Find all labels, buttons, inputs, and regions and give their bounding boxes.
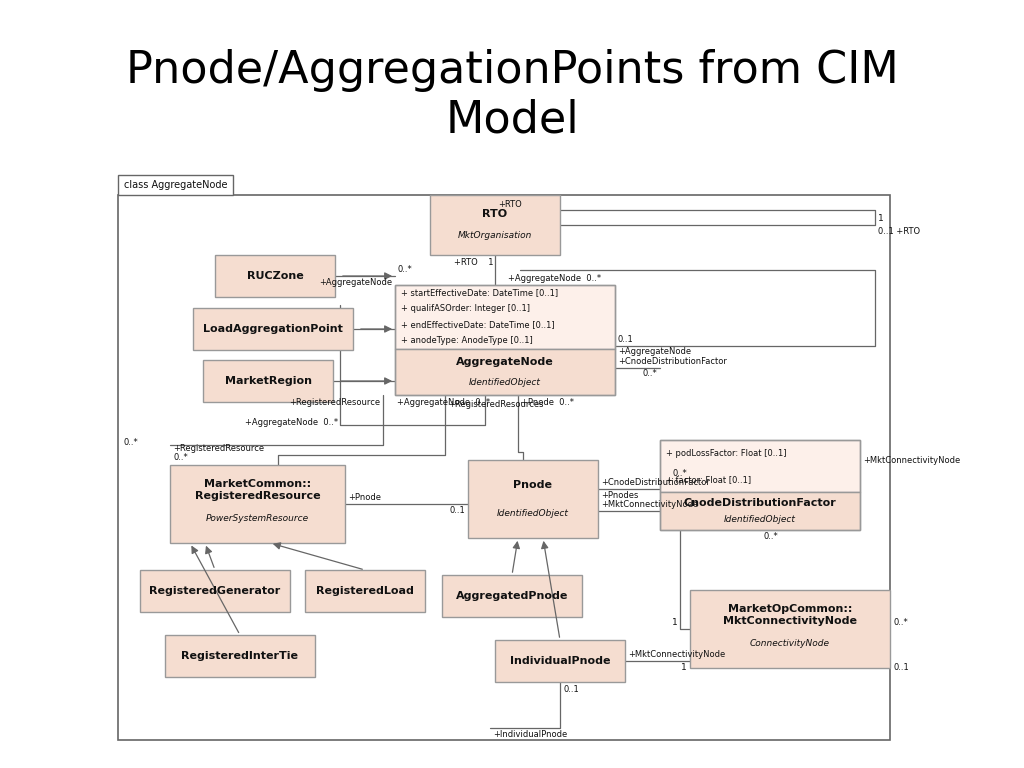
Text: MarketRegion: MarketRegion: [224, 376, 311, 386]
Text: +CnodeDistributionFactor: +CnodeDistributionFactor: [618, 356, 727, 366]
Bar: [118, 175, 233, 195]
Text: 0..*: 0..*: [642, 369, 657, 379]
Text: +RegisteredResources: +RegisteredResources: [449, 400, 544, 409]
Bar: [395, 285, 615, 349]
Text: 0..1: 0..1: [450, 506, 465, 515]
Text: 0..*: 0..*: [173, 453, 187, 462]
Bar: [395, 285, 615, 395]
Text: + startEffectiveDate: DateTime [0..1]: + startEffectiveDate: DateTime [0..1]: [401, 289, 558, 297]
Text: + factor: Float [0..1]: + factor: Float [0..1]: [666, 475, 752, 484]
Text: + qualifASOrder: Integer [0..1]: + qualifASOrder: Integer [0..1]: [401, 304, 530, 313]
Text: AggregatedPnode: AggregatedPnode: [456, 591, 568, 601]
Text: Pnode: Pnode: [513, 480, 553, 490]
Text: AggregateNode: AggregateNode: [456, 356, 554, 367]
Text: 0..1 +RTO: 0..1 +RTO: [878, 227, 921, 236]
Text: +AggregateNode: +AggregateNode: [318, 278, 392, 287]
Text: + anodeType: AnodeType [0..1]: + anodeType: AnodeType [0..1]: [401, 336, 532, 346]
Text: +AggregateNode  0..*: +AggregateNode 0..*: [397, 398, 490, 407]
Bar: [442, 575, 582, 617]
Text: 0..*: 0..*: [672, 469, 687, 478]
Bar: [660, 440, 860, 492]
Text: CnodeDistributionFactor: CnodeDistributionFactor: [684, 498, 837, 508]
Text: 0..*: 0..*: [123, 438, 138, 447]
Text: RTO: RTO: [482, 209, 508, 219]
Text: MarketCommon::
RegisteredResource: MarketCommon:: RegisteredResource: [195, 479, 321, 501]
Text: +CnodeDistributionFactor: +CnodeDistributionFactor: [601, 478, 710, 487]
Text: 0..*: 0..*: [763, 532, 778, 541]
Text: 1: 1: [672, 618, 678, 627]
Bar: [430, 195, 560, 255]
Text: RegisteredGenerator: RegisteredGenerator: [150, 586, 281, 596]
Text: +MktConnectivityNode: +MktConnectivityNode: [601, 500, 698, 508]
Text: +RegisteredResource: +RegisteredResource: [289, 398, 380, 407]
Bar: [660, 440, 860, 530]
Text: IdentifiedObject: IdentifiedObject: [497, 508, 569, 518]
Text: IndividualPnode: IndividualPnode: [510, 656, 610, 666]
Text: IdentifiedObject: IdentifiedObject: [724, 515, 796, 524]
Text: +AggregateNode: +AggregateNode: [618, 347, 691, 356]
Text: LoadAggregationPoint: LoadAggregationPoint: [203, 324, 343, 334]
Text: +Pnode  0..*: +Pnode 0..*: [521, 398, 574, 407]
Text: RegisteredLoad: RegisteredLoad: [316, 586, 414, 596]
Bar: [193, 308, 353, 350]
Bar: [395, 349, 615, 395]
Text: 0..1: 0..1: [563, 685, 579, 694]
Text: +IndividualPnode: +IndividualPnode: [493, 730, 567, 739]
Text: + endEffectiveDate: DateTime [0..1]: + endEffectiveDate: DateTime [0..1]: [401, 320, 555, 329]
Text: 1: 1: [681, 663, 687, 672]
Bar: [495, 640, 625, 682]
Text: MarketOpCommon::
MktConnectivityNode: MarketOpCommon:: MktConnectivityNode: [723, 604, 857, 626]
Text: +Pnode: +Pnode: [348, 493, 381, 502]
Text: 1: 1: [878, 214, 884, 223]
Text: RUCZone: RUCZone: [247, 271, 303, 281]
Text: MktOrganisation: MktOrganisation: [458, 231, 532, 240]
Bar: [660, 492, 860, 530]
Text: 0..*: 0..*: [893, 618, 907, 627]
Text: +RegisteredResource: +RegisteredResource: [173, 444, 264, 453]
Text: 0..1: 0..1: [893, 663, 908, 672]
Text: Pnode/AggregationPoints from CIM
Model: Pnode/AggregationPoints from CIM Model: [126, 48, 898, 141]
Text: 0..*: 0..*: [397, 265, 412, 274]
Text: +AggregateNode  0..*: +AggregateNode 0..*: [508, 274, 601, 283]
Text: +Pnodes: +Pnodes: [601, 491, 638, 500]
Bar: [305, 570, 425, 612]
Text: 0..1: 0..1: [618, 335, 634, 343]
Bar: [468, 460, 598, 538]
Text: +MktConnectivityNode: +MktConnectivityNode: [863, 456, 961, 465]
Bar: [203, 360, 333, 402]
Text: +RTO    1: +RTO 1: [454, 258, 493, 267]
Text: class AggregateNode: class AggregateNode: [124, 180, 227, 190]
Bar: [118, 195, 890, 740]
Text: IdentifiedObject: IdentifiedObject: [469, 378, 541, 386]
Bar: [690, 590, 890, 668]
Text: +RTO: +RTO: [498, 200, 522, 209]
Text: PowerSystemResource: PowerSystemResource: [206, 514, 309, 522]
Text: +MktConnectivityNode: +MktConnectivityNode: [628, 650, 725, 659]
Bar: [165, 635, 315, 677]
Text: RegisteredInterTie: RegisteredInterTie: [181, 651, 299, 661]
Text: + podLossFactor: Float [0..1]: + podLossFactor: Float [0..1]: [666, 449, 786, 458]
Bar: [140, 570, 290, 612]
Bar: [170, 465, 345, 543]
Bar: [215, 255, 335, 297]
Text: +AggregateNode  0..*: +AggregateNode 0..*: [245, 418, 338, 427]
Text: ConnectivityNode: ConnectivityNode: [750, 638, 830, 647]
